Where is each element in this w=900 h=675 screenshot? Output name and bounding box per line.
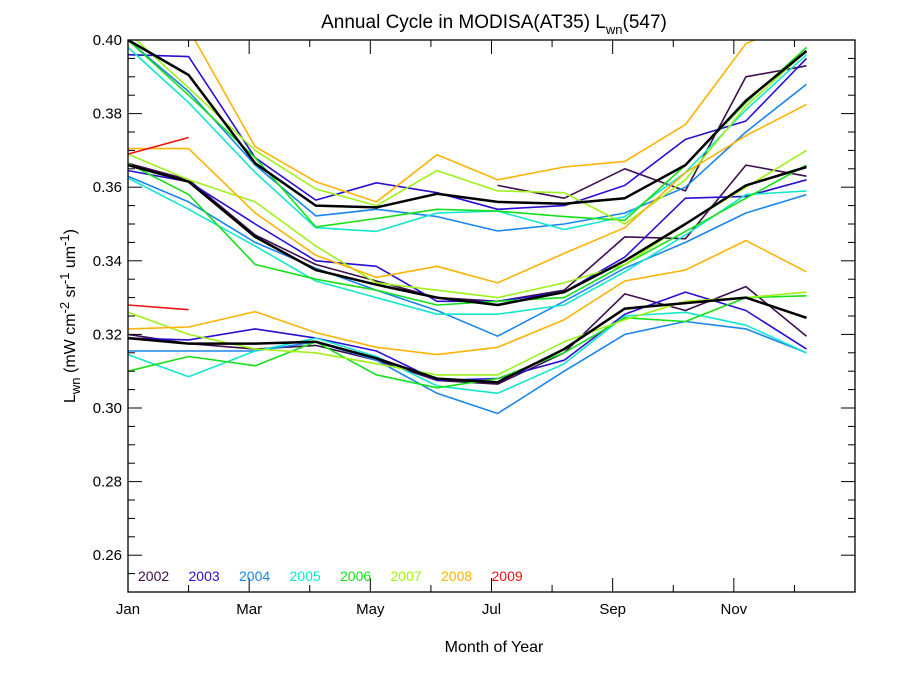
legend-item-2003: 2003	[189, 568, 220, 584]
series-line-mid-2	[128, 169, 807, 303]
x-tick-label: Jan	[116, 601, 140, 618]
series-line-high-7	[193, 40, 757, 203]
series-line-high-8	[128, 40, 133, 41]
x-axis-label: Month of Year	[445, 639, 544, 656]
x-tick-label: May	[356, 601, 385, 618]
y-tick-label: 0.40	[93, 32, 122, 49]
series-line-mid-7	[128, 103, 807, 284]
series-line-low-5	[128, 295, 807, 389]
series-line-high-4	[128, 46, 808, 233]
series-line-high-1	[497, 65, 807, 199]
series-layer	[128, 40, 808, 415]
legend-item-2009: 2009	[492, 568, 523, 584]
series-line-mid-9	[128, 163, 807, 307]
legend-item-2005: 2005	[290, 568, 321, 584]
y-tick-label: 0.30	[93, 400, 122, 417]
series-line-low-9	[128, 296, 807, 384]
y-tick-label: 0.28	[93, 474, 122, 491]
axes: Jan Mar May Jul Sep Nov 0.26 0.28 0.30 0.32 0.34 0.…	[93, 32, 855, 618]
series-line-low-4	[128, 311, 807, 395]
series-line-mid-5	[128, 162, 807, 306]
legend: 2002 2003 2004 2005 2006 2007 2008 2009	[138, 568, 523, 584]
series-line-high-6	[134, 40, 808, 225]
series-line-mid-3	[128, 175, 807, 337]
x-tick-label: Mar	[236, 601, 262, 618]
y-tick-label: 0.38	[93, 106, 122, 123]
x-tick-label: Sep	[599, 601, 626, 618]
y-tick-label: 0.32	[93, 326, 122, 343]
series-line-high-9	[128, 40, 808, 209]
series-line-low-6	[128, 291, 807, 376]
y-tick-label: 0.26	[93, 547, 122, 564]
legend-item-2006: 2006	[340, 568, 371, 584]
y-tick-label: 0.36	[93, 179, 122, 196]
series-line-low-8	[128, 304, 189, 311]
series-line-mid-8	[128, 136, 189, 155]
series-line-low-2	[128, 291, 807, 382]
series-line-low-3	[128, 320, 807, 415]
x-tick-label: Nov	[720, 601, 747, 618]
series-line-mid-4	[128, 177, 807, 315]
x-tick-label: Jul	[482, 601, 501, 618]
series-line-low-1	[128, 285, 808, 385]
legend-item-2008: 2008	[441, 568, 472, 584]
series-line-high-3	[128, 40, 807, 232]
legend-item-2007: 2007	[391, 568, 422, 584]
series-line-high-2	[128, 53, 808, 211]
legend-item-2004: 2004	[239, 568, 270, 584]
chart-title: Annual Cycle in MODISA(AT35) Lwn(547)	[321, 12, 667, 37]
y-tick-label: 0.34	[93, 253, 122, 270]
series-line-low-7	[128, 239, 807, 356]
legend-item-2002: 2002	[138, 568, 169, 584]
y-axis-label: Lwn (mW cm-2 sr-1 um-1)	[57, 229, 83, 403]
